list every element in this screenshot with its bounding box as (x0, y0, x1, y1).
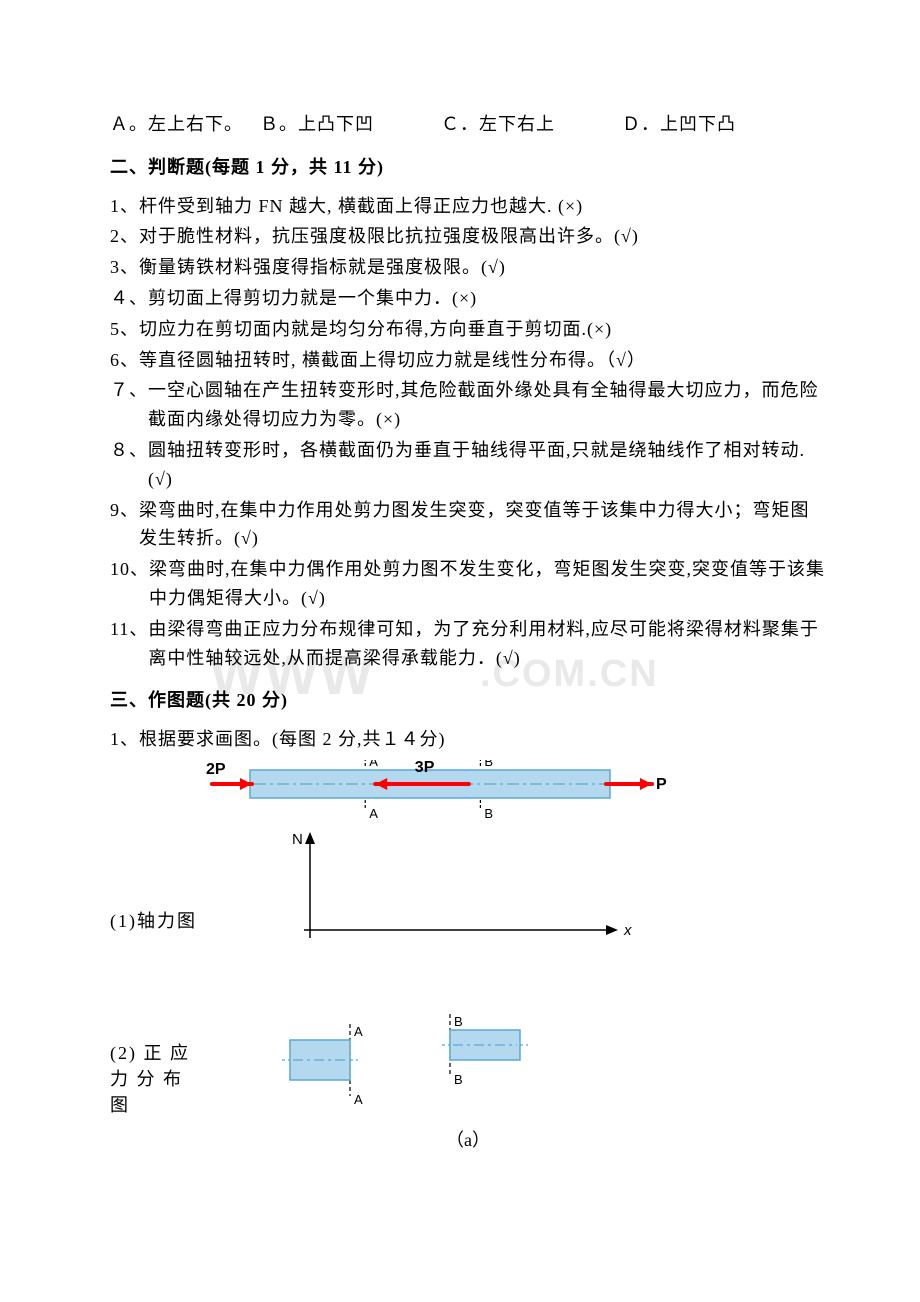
tf-item: 5、切应力在剪切面内就是均匀分布得,方向垂直于剪切面.(×) (110, 315, 826, 344)
tf-item-text: 梁弯曲时,在集中力偶作用处剪力图不发生变化，弯矩图发生突变,突变值等于该集中力偶… (149, 555, 826, 613)
tf-item: 2、对于脆性材料，抗压强度极限比抗拉强度极限高出许多。(√) (110, 222, 826, 251)
svg-text:B: B (484, 760, 493, 769)
section2-heading: 二、判断题(每题 1 分，共 11 分) (110, 153, 826, 182)
tf-item-text: 一空心圆轴在产生扭转变形时,其危险截面外缘处具有全轴得最大切应力，而危险截面内缘… (148, 376, 826, 434)
label-stress-1: (2) 正 应 (110, 1040, 190, 1067)
tf-item-number: 9、 (110, 496, 139, 554)
tf-item: 6、等直径圆轴扭转时, 横截面上得切应力就是线性分布得。（√） (110, 346, 826, 375)
svg-text:N: N (292, 831, 303, 848)
tf-item-number: 6、 (110, 346, 139, 375)
svg-text:B: B (454, 1072, 463, 1087)
figure-svg: A A B B 2P 3P P Nx A A B B (110, 760, 670, 1120)
tf-item-number: 2、 (110, 222, 139, 251)
svg-text:A: A (354, 1092, 363, 1107)
tf-item-number: 1、 (110, 192, 139, 221)
section3-heading: 三、作图题(共 20 分) (110, 686, 826, 715)
tf-item-text: 梁弯曲时,在集中力作用处剪力图发生突变，突变值等于该集中力得大小；弯矩图发生转折… (139, 496, 826, 554)
tf-item-number: ８、 (110, 436, 148, 494)
opt-c-text: 左下右上 (479, 110, 555, 139)
tf-item: ４、剪切面上得剪切力就是一个集中力．(×) (110, 284, 826, 313)
tf-item: ８、圆轴扭转变形时，各横截面仍为垂直于轴线得平面,只就是绕轴线作了相对转动.(√… (110, 436, 826, 494)
tf-item-number: 3、 (110, 253, 139, 282)
tf-item: ７、一空心圆轴在产生扭转变形时,其危险截面外缘处具有全轴得最大切应力，而危险截面… (110, 376, 826, 434)
svg-text:B: B (484, 806, 493, 821)
mc-options-row: Ａ。左上右下。 Ｂ。上凸下凹 Ｃ．左下右上 Ｄ．上凹下凸 (110, 110, 826, 139)
tf-item-text: 剪切面上得剪切力就是一个集中力．(×) (148, 284, 826, 313)
svg-text:3P: 3P (415, 760, 435, 776)
tf-item-text: 切应力在剪切面内就是均匀分布得,方向垂直于剪切面.(×) (139, 315, 826, 344)
tf-item-number: ７、 (110, 376, 148, 434)
tf-item-number: ４、 (110, 284, 148, 313)
tf-item-number: 10、 (110, 555, 149, 613)
svg-text:A: A (369, 760, 378, 769)
figure-a: (1)轴力图 (2) 正 应 力 分 布 图 A A B B 2P 3P P Nx A A B B （… (110, 760, 826, 1155)
opt-b-text: 上凸下凹 (298, 110, 374, 139)
label-axial: (1)轴力图 (110, 908, 197, 935)
tf-item: 11、由梁得弯曲正应力分布规律可知，为了充分利用材料,应尽可能将梁得材料聚集于离… (110, 615, 826, 673)
tf-item-text: 圆轴扭转变形时，各横截面仍为垂直于轴线得平面,只就是绕轴线作了相对转动.(√) (148, 436, 826, 494)
tf-item-text: 对于脆性材料，抗压强度极限比抗拉强度极限高出许多。(√) (139, 222, 826, 251)
label-stress-2: 力 分 布 (110, 1066, 183, 1093)
opt-d-text: 上凹下凸 (660, 110, 736, 139)
tf-item-text: 杆件受到轴力 FN 越大, 横截面上得正应力也越大. (×) (139, 192, 826, 221)
tf-item-number: 5、 (110, 315, 139, 344)
tf-item-text: 衡量铸铁材料强度得指标就是强度极限。(√) (139, 253, 826, 282)
svg-text:P: P (656, 776, 667, 793)
opt-a-text: 左上右下。 (148, 110, 243, 139)
tf-item: 9、梁弯曲时,在集中力作用处剪力图发生突变，突变值等于该集中力得大小；弯矩图发生… (110, 496, 826, 554)
svg-text:2P: 2P (206, 761, 226, 778)
tf-item-number: 11、 (110, 615, 148, 673)
tf-item-text: 等直径圆轴扭转时, 横截面上得切应力就是线性分布得。（√） (139, 346, 826, 375)
tf-item: 3、衡量铸铁材料强度得指标就是强度极限。(√) (110, 253, 826, 282)
opt-c-label: Ｃ． (441, 110, 479, 139)
svg-text:A: A (369, 806, 378, 821)
opt-b-label: Ｂ。 (260, 110, 298, 139)
tf-item-text: 由梁得弯曲正应力分布规律可知，为了充分利用材料,应尽可能将梁得材料聚集于离中性轴… (148, 615, 826, 673)
label-stress-3: 图 (110, 1092, 130, 1119)
tf-item: 1、杆件受到轴力 FN 越大, 横截面上得正应力也越大. (×) (110, 192, 826, 221)
q1-intro: 1、根据要求画图。(每图 2 分,共１４分) (110, 725, 826, 754)
svg-text:A: A (354, 1024, 363, 1039)
figure-caption: （a） (110, 1126, 826, 1155)
opt-d-label: Ｄ． (622, 110, 660, 139)
svg-text:x: x (623, 922, 632, 939)
svg-text:B: B (454, 1014, 463, 1029)
tf-item: 10、梁弯曲时,在集中力偶作用处剪力图不发生变化，弯矩图发生突变,突变值等于该集… (110, 555, 826, 613)
opt-a-label: Ａ。 (110, 110, 148, 139)
